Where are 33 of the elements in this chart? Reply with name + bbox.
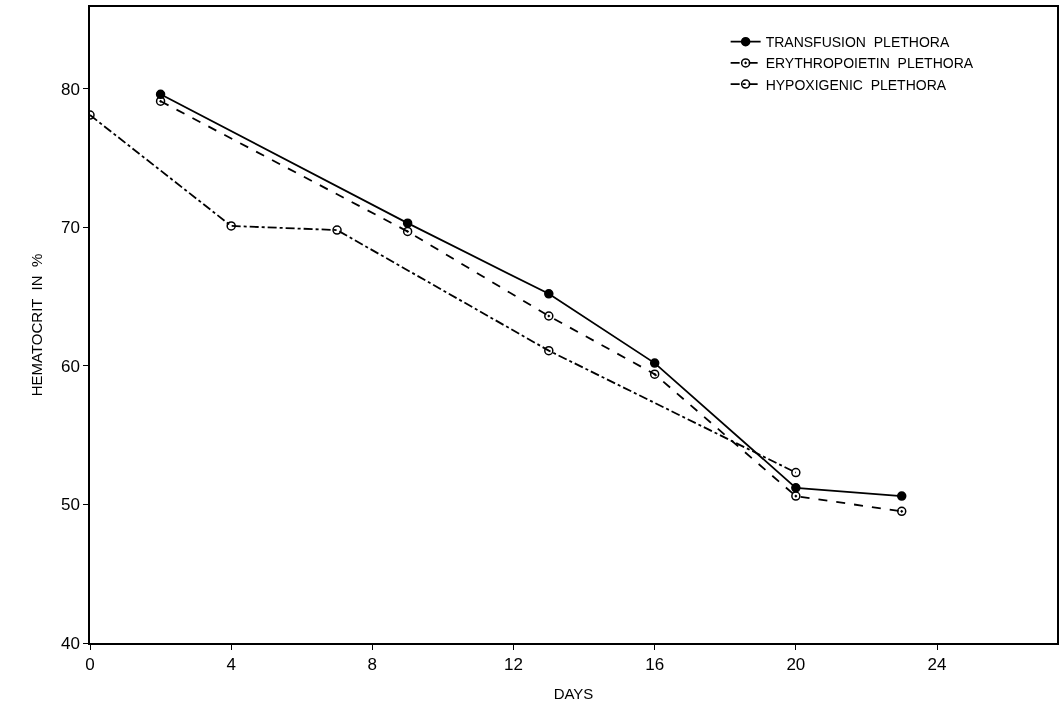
y-tick-label: 50 — [60, 495, 80, 515]
point — [544, 345, 554, 356]
point — [649, 369, 660, 379]
x-tick-label: 24 — [927, 655, 947, 675]
point — [791, 483, 801, 493]
point — [649, 358, 660, 368]
legend-label: HYPOXIGENIC PLETHORA — [765, 76, 947, 93]
x-tick-label: 4 — [226, 655, 236, 675]
x-tick-label: 16 — [645, 655, 665, 675]
point — [791, 491, 801, 501]
point — [896, 491, 907, 501]
point — [402, 218, 413, 228]
legend-label: TRANSFUSION PLETHORA — [765, 34, 950, 51]
x-axis-title: DAYS — [553, 684, 594, 702]
point — [544, 311, 554, 321]
y-tick-label: 80 — [60, 79, 80, 99]
y-tick-label: 70 — [60, 218, 80, 238]
x-tick-label: 20 — [786, 655, 806, 675]
point — [155, 96, 166, 106]
x-tick-label: 0 — [85, 655, 95, 675]
point — [332, 225, 342, 235]
y-tick-label: 40 — [60, 633, 80, 653]
y-axis-title: HEMATOCRIT IN % — [27, 253, 45, 397]
point — [226, 221, 236, 231]
point — [402, 226, 413, 237]
x-tick-label: 12 — [504, 655, 523, 675]
point — [544, 289, 554, 299]
x-tick-label: 8 — [367, 655, 378, 675]
legend-label: ERYTHROPOIETIN PLETHORA — [765, 55, 974, 72]
point — [791, 467, 801, 478]
point — [155, 89, 166, 100]
point — [896, 506, 907, 517]
y-tick-label: 60 — [60, 356, 80, 376]
